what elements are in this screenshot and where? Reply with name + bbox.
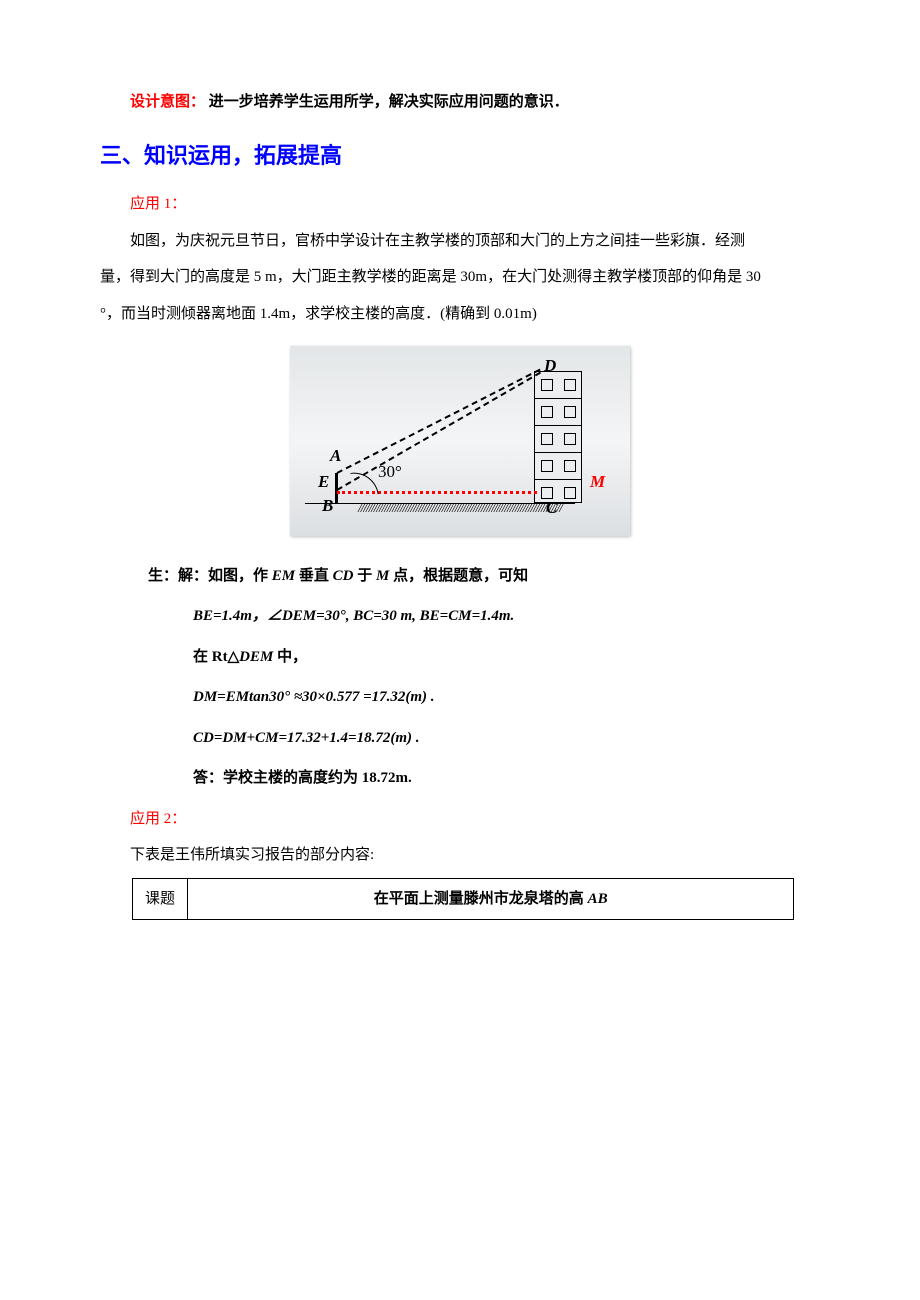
table-title-AB: AB bbox=[588, 891, 608, 907]
sol-line1: 生：解：如图，作 EM 垂直 CD 于 M 点，根据题意，可知 bbox=[148, 562, 820, 591]
sol-line2: BE=1.4m，∠DEM=30°, BC=30 m, BE=CM=1.4m. bbox=[193, 602, 820, 631]
application-2-label: 应用 2： bbox=[100, 805, 820, 834]
report-table: 课题 在平面上测量滕州市龙泉塔的高 AB bbox=[132, 878, 794, 921]
table-header-cell: 课题 bbox=[133, 878, 188, 920]
sol-line4: DM=EMtan30° ≈30×0.577 =17.32(m) . bbox=[193, 683, 820, 712]
angle-arc bbox=[350, 470, 378, 498]
sol-line6: 答：学校主楼的高度约为 18.72m. bbox=[193, 764, 820, 793]
design-intent: 设计意图： 进一步培养学生运用所学，解决实际应用问题的意识． bbox=[100, 88, 820, 117]
label-M: M bbox=[590, 466, 605, 498]
design-intent-label: 设计意图： bbox=[130, 94, 205, 110]
sol1-CD: CD bbox=[333, 568, 354, 584]
sol6-text: 答：学校主楼的高度约为 18.72m. bbox=[193, 770, 412, 786]
section-heading: 三、知识运用，拓展提高 bbox=[100, 135, 820, 177]
app2-label-text: 应用 2： bbox=[130, 811, 186, 827]
table-row: 课题 在平面上测量滕州市龙泉塔的高 AB bbox=[133, 878, 794, 920]
label-C: C bbox=[546, 492, 557, 524]
sightline-1 bbox=[337, 372, 542, 491]
sol1-mid: 垂直 bbox=[299, 568, 333, 584]
sol-line5: CD=DM+CM=17.32+1.4=18.72(m) . bbox=[193, 724, 820, 753]
sol3-end: 中， bbox=[273, 649, 307, 665]
design-intent-text: 进一步培养学生运用所学，解决实际应用问题的意识． bbox=[209, 94, 569, 110]
app1-problem-line1: 如图，为庆祝元旦节日，官桥中学设计在主教学楼的顶部和大门的上方之间挂一些彩旗．经… bbox=[100, 227, 820, 256]
sol1-mid2: 于 bbox=[357, 568, 376, 584]
figure-container: ////////////////////////////////////////… bbox=[100, 346, 820, 547]
solution-block: 生：解：如图，作 EM 垂直 CD 于 M 点，根据题意，可知 BE=1.4m，… bbox=[148, 562, 820, 793]
app1-problem-line2: 量，得到大门的高度是 5 m，大门距主教学楼的距离是 30m，在大门处测得主教学… bbox=[100, 263, 820, 292]
label-B: B bbox=[322, 490, 333, 522]
sol3-DEM: DEM bbox=[239, 649, 273, 665]
sol4-math: DM=EMtan30° ≈30×0.577 =17.32(m) . bbox=[193, 689, 435, 705]
sol1-M: M bbox=[376, 568, 389, 584]
sol1-end: 点，根据题意，可知 bbox=[393, 568, 528, 584]
sol1-prefix: 生：解：如图，作 bbox=[148, 568, 272, 584]
building-diagram: ////////////////////////////////////////… bbox=[290, 346, 630, 536]
sol-line3: 在 Rt△DEM 中， bbox=[193, 643, 820, 672]
application-1-label: 应用 1： bbox=[100, 190, 820, 219]
table-title-cell: 在平面上测量滕州市龙泉塔的高 AB bbox=[188, 878, 794, 920]
table-title-pre: 在平面上测量滕州市龙泉塔的高 bbox=[374, 891, 588, 907]
angle-label: 30° bbox=[378, 456, 402, 488]
sol5-math: CD=DM+CM=17.32+1.4=18.72(m) . bbox=[193, 730, 420, 746]
sol3-pre: 在 Rt△ bbox=[193, 649, 239, 665]
label-D: D bbox=[544, 350, 556, 382]
label-A: A bbox=[330, 440, 341, 472]
app2-intro: 下表是王伟所填实习报告的部分内容: bbox=[100, 841, 820, 870]
sightline-2 bbox=[337, 369, 541, 474]
building-icon bbox=[534, 371, 582, 503]
app1-problem-line3: °，而当时测倾器离地面 1.4m，求学校主楼的高度．(精确到 0.01m) bbox=[100, 300, 820, 329]
sol1-EM: EM bbox=[272, 568, 295, 584]
app1-label-text: 应用 1： bbox=[130, 196, 186, 212]
sol2-math: BE=1.4m，∠DEM=30°, BC=30 m, BE=CM=1.4m. bbox=[193, 608, 514, 624]
